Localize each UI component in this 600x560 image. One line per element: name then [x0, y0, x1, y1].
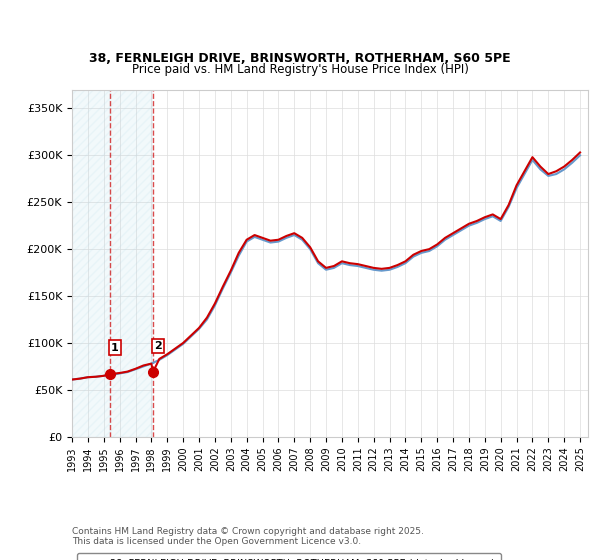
Text: 1: 1: [111, 343, 119, 353]
Text: 2: 2: [154, 341, 161, 351]
Legend: 38, FERNLEIGH DRIVE, BRINSWORTH, ROTHERHAM, S60 5PE (detached house), HPI: Avera: 38, FERNLEIGH DRIVE, BRINSWORTH, ROTHERH…: [77, 553, 500, 560]
Bar: [72, 90, 110, 437]
Text: Contains HM Land Registry data © Crown copyright and database right 2025.
This d: Contains HM Land Registry data © Crown c…: [72, 526, 424, 546]
Bar: [110, 90, 153, 437]
Text: Price paid vs. HM Land Registry's House Price Index (HPI): Price paid vs. HM Land Registry's House …: [131, 63, 469, 77]
Text: 38, FERNLEIGH DRIVE, BRINSWORTH, ROTHERHAM, S60 5PE: 38, FERNLEIGH DRIVE, BRINSWORTH, ROTHERH…: [89, 52, 511, 66]
